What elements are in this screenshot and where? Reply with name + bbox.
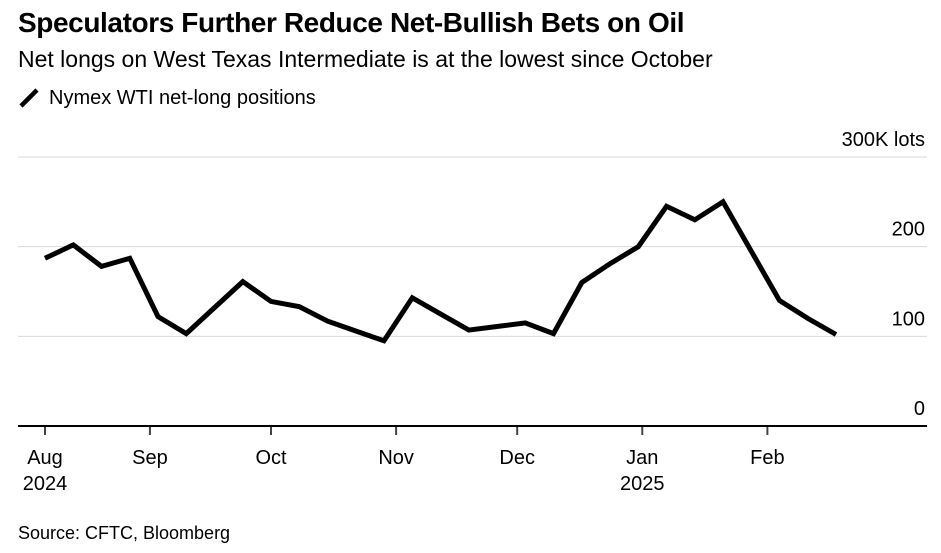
legend-label: Nymex WTI net-long positions xyxy=(49,87,316,109)
x-axis-year-label: 2025 xyxy=(620,473,665,495)
chart-title: Speculators Further Reduce Net-Bullish B… xyxy=(18,7,685,38)
line-series-icon xyxy=(19,88,39,108)
y-axis-label: 200 xyxy=(892,219,925,241)
legend: Nymex WTI net-long positions xyxy=(18,87,316,109)
y-axis-label: 300K lots xyxy=(842,129,925,151)
x-axis-month-label: Nov xyxy=(378,447,414,469)
chart-subtitle: Net longs on West Texas Intermediate is … xyxy=(18,46,713,72)
x-axis-month-label: Dec xyxy=(499,447,535,469)
x-axis-month-label: Feb xyxy=(750,447,784,469)
series-line xyxy=(43,198,838,344)
x-axis-month-label: Jan xyxy=(626,447,658,469)
y-axis-label: 0 xyxy=(914,398,925,420)
x-axis-year-label: 2024 xyxy=(23,473,68,495)
x-axis-month-label: Oct xyxy=(255,447,287,469)
x-axis-month-label: Sep xyxy=(132,447,168,469)
x-axis-month-label: Aug xyxy=(27,447,63,469)
source-attribution: Source: CFTC, Bloomberg xyxy=(18,523,231,543)
y-axis-label: 100 xyxy=(892,308,925,330)
